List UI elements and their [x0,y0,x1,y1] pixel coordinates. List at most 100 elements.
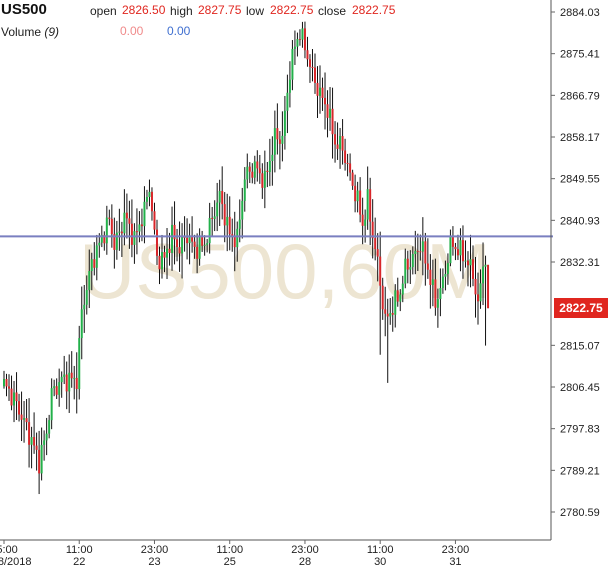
candle-body [120,231,123,234]
candle-body [429,269,432,285]
candle-body [40,444,43,474]
x-tick-date-label: 31 [449,556,461,568]
candle-body [28,422,31,445]
y-tick-label: 2884.03 [560,7,600,19]
candle-body [291,48,294,80]
candle-body [231,234,234,236]
candle-body [421,241,424,252]
candle-body [155,229,158,256]
candle-body [15,392,18,402]
candle-body [58,382,61,395]
candle-body [374,238,377,250]
candle-body [441,276,444,289]
candle-body [286,92,289,111]
y-tick-label: 2875.41 [560,49,600,61]
candle-body [431,279,434,285]
symbol-label: US500 [1,1,47,18]
candle-body [306,50,309,60]
volume-label: Volume (9) [1,25,59,39]
candle-body [228,216,231,235]
candle-body [238,219,241,229]
candle-body [341,136,344,151]
candle-body [386,313,389,317]
y-axis: 2884.03 2875.41 2866.79 2858.17 2849.55 2840.… [550,0,600,540]
candle-body [233,235,236,248]
candle-body [293,46,296,49]
candle-body [456,249,459,256]
candle-body [85,289,88,305]
candle-body [35,445,38,450]
candle-body [354,185,357,202]
candle-body [23,418,26,420]
candle-body [150,191,153,212]
candle-body [73,377,76,379]
candle-body [487,264,490,309]
x-tick-date-label: 30 [374,556,386,568]
candle-body [20,414,23,420]
candle-body [258,168,261,174]
x-tick-time-label: 11:00 [367,544,394,556]
candle-body [256,161,259,169]
candle-body [223,204,226,226]
high-value: 2827.75 [198,3,242,17]
candle-body [271,154,274,161]
candle-body [118,231,121,233]
candle-body [203,244,206,246]
candle-body [451,235,454,247]
x-tick-date-label: 01/18/2018 [0,556,32,568]
candle-body [196,246,199,259]
candle-body [171,224,174,254]
candle-body [401,283,404,295]
candle-body [436,298,439,308]
candle-body [454,246,457,250]
open-value: 2826.50 [122,3,166,17]
candle-body [469,259,472,266]
open-label: open [90,4,117,18]
candle-body [90,259,93,272]
candle-body [25,418,28,423]
candle-body [55,386,58,395]
candle-body [477,294,480,302]
candle-body [93,259,96,268]
candle-body [138,224,141,232]
y-tick-label: 2866.79 [560,90,600,102]
candle-body [273,128,276,155]
y-tick-label: 2815.07 [560,340,600,352]
candle-body [319,87,322,96]
candle-body [253,161,256,178]
candle-body [216,202,219,217]
candle-body [168,248,171,254]
candle-body [208,217,211,244]
candle-body [145,196,148,202]
candle-body [419,251,422,253]
candle-body [113,234,116,250]
x-tick-date-label: 23 [148,556,160,568]
candle-body [125,212,128,219]
x-axis: 05:0001/18/201811:002223:002311:002523:0… [0,539,551,568]
y-tick-label: 2806.45 [560,382,600,394]
candle-body [30,437,33,445]
candle-body [98,242,101,246]
candle-body [416,250,419,252]
candle-body [176,239,179,248]
candle-body [278,139,281,144]
candle-body [268,160,271,172]
candle-body [65,374,68,392]
candle-body [479,283,482,302]
candle-body [166,248,169,258]
candle-body [153,211,156,230]
candle-body [133,231,136,245]
candle-body [484,264,487,267]
candle-body [344,150,347,163]
candle-body [389,313,392,317]
candle-body [163,252,166,258]
candle-body [308,59,311,67]
candle-body [70,372,73,379]
candle-body [128,218,131,224]
candle-body [108,217,111,219]
candle-body [404,258,407,284]
candle-body [396,290,399,302]
candle-body [143,201,146,227]
